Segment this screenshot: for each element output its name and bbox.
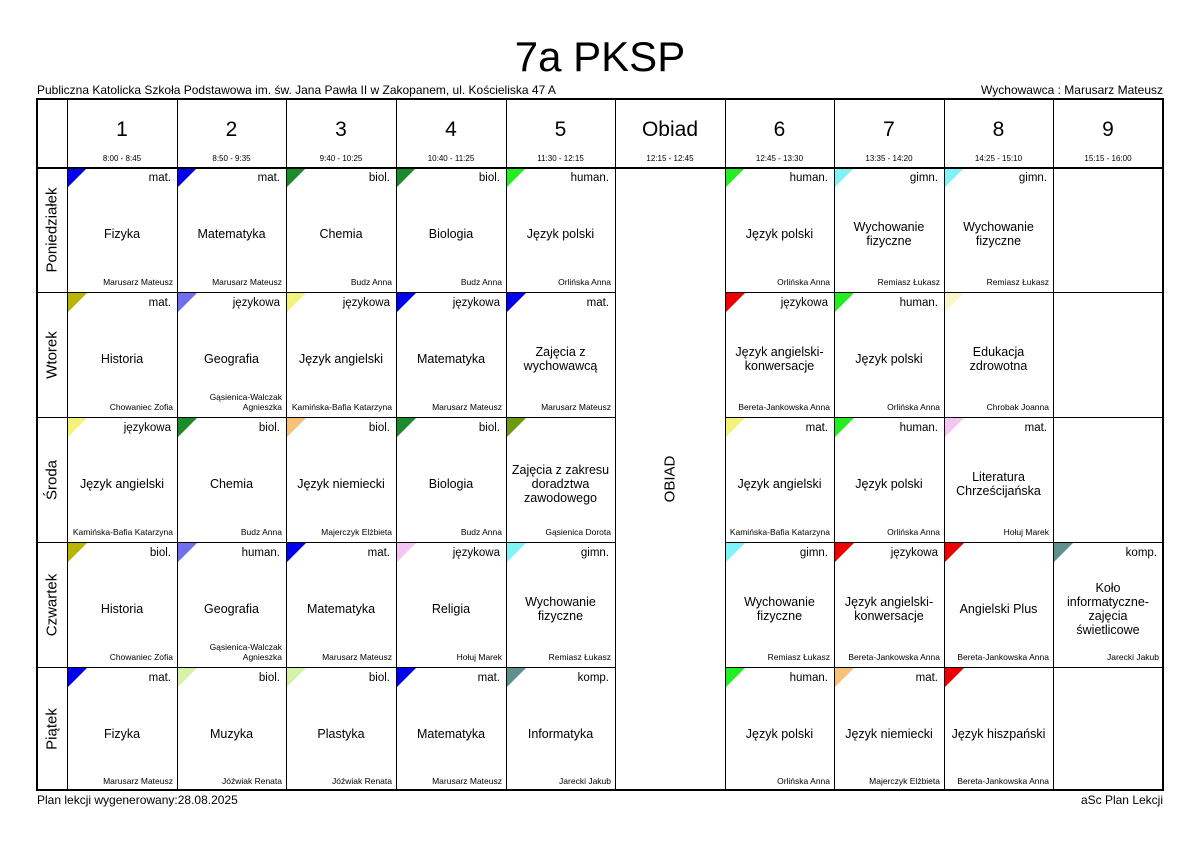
timetable-frame — [36, 98, 1164, 791]
generated-date: Plan lekcji wygenerowany:28.08.2025 — [37, 793, 238, 807]
app-credit: aSc Plan Lekcji — [1081, 793, 1163, 807]
